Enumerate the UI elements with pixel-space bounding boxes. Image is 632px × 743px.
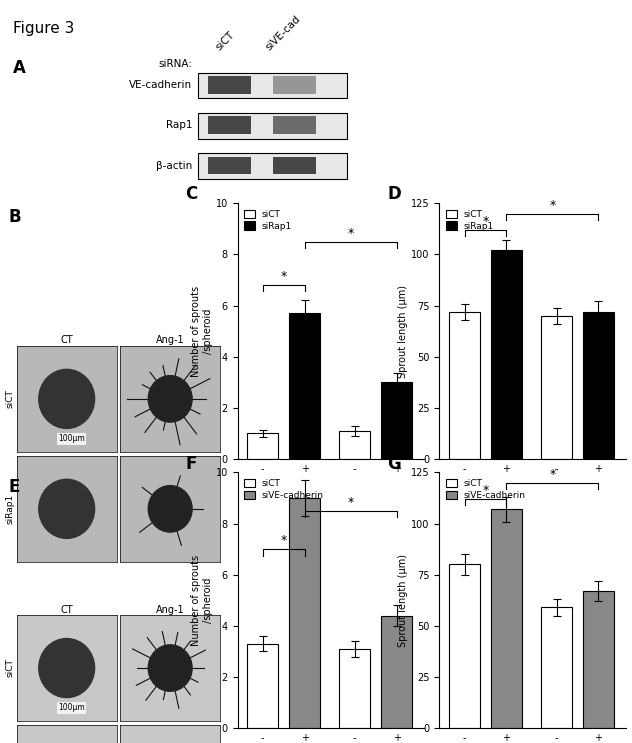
- Y-axis label: siCT: siCT: [5, 658, 14, 678]
- Circle shape: [149, 486, 192, 532]
- FancyBboxPatch shape: [207, 157, 251, 175]
- Text: Rap1: Rap1: [166, 120, 192, 130]
- Text: siRNA:: siRNA:: [158, 59, 192, 69]
- Bar: [339, 649, 370, 728]
- Text: C: C: [185, 185, 198, 204]
- Y-axis label: Number of sprouts
/spheroid: Number of sprouts /spheroid: [191, 285, 213, 377]
- FancyBboxPatch shape: [207, 117, 251, 134]
- Text: *: *: [482, 484, 489, 497]
- Text: D: D: [387, 185, 401, 204]
- Bar: [541, 316, 573, 459]
- Text: Figure 3: Figure 3: [13, 21, 74, 36]
- Bar: [583, 591, 614, 728]
- Text: *: *: [348, 227, 354, 240]
- Text: β-actin: β-actin: [156, 160, 192, 171]
- Bar: [583, 312, 614, 459]
- Bar: [490, 250, 522, 459]
- Circle shape: [39, 638, 95, 698]
- Legend: siCT, siRap1: siCT, siRap1: [242, 208, 294, 233]
- Text: VE-cadherin: VE-cadherin: [129, 80, 192, 90]
- Bar: [289, 314, 320, 459]
- Bar: [449, 565, 480, 728]
- Bar: [247, 433, 279, 459]
- FancyBboxPatch shape: [207, 76, 251, 94]
- Title: Ang-1: Ang-1: [156, 605, 185, 614]
- Text: A: A: [13, 59, 25, 77]
- Text: *: *: [549, 468, 556, 481]
- Y-axis label: Sprout length (µm): Sprout length (µm): [398, 554, 408, 647]
- Bar: [247, 643, 279, 728]
- Text: siCT: siCT: [214, 30, 236, 53]
- Text: *: *: [281, 534, 287, 548]
- Text: *: *: [549, 198, 556, 212]
- Circle shape: [39, 369, 95, 429]
- Title: CT: CT: [61, 335, 73, 345]
- Title: Ang-1: Ang-1: [156, 335, 185, 345]
- Text: *: *: [482, 215, 489, 228]
- Text: *: *: [348, 496, 354, 509]
- Title: CT: CT: [61, 605, 73, 614]
- Bar: [339, 431, 370, 459]
- FancyBboxPatch shape: [198, 113, 347, 139]
- Text: Ang-1:: Ang-1:: [248, 495, 280, 504]
- Legend: siCT, siVE-cadherin: siCT, siVE-cadherin: [444, 477, 528, 502]
- Circle shape: [149, 376, 192, 422]
- Bar: [289, 498, 320, 728]
- Bar: [541, 608, 573, 728]
- Text: G: G: [387, 455, 401, 473]
- Text: Ang-1:: Ang-1:: [450, 495, 482, 504]
- FancyBboxPatch shape: [272, 157, 316, 175]
- Y-axis label: Sprout length (µm): Sprout length (µm): [398, 285, 408, 377]
- FancyBboxPatch shape: [198, 154, 347, 179]
- FancyBboxPatch shape: [272, 76, 316, 94]
- Bar: [381, 616, 412, 728]
- Bar: [490, 509, 522, 728]
- Circle shape: [149, 645, 192, 691]
- Y-axis label: siCT: siCT: [5, 389, 14, 409]
- Text: F: F: [185, 455, 197, 473]
- Text: E: E: [8, 478, 20, 496]
- Bar: [381, 382, 412, 459]
- FancyBboxPatch shape: [272, 117, 316, 134]
- Text: 100μm: 100μm: [58, 704, 85, 713]
- Y-axis label: Number of sprouts
/spheroid: Number of sprouts /spheroid: [191, 555, 213, 646]
- Circle shape: [39, 479, 95, 539]
- Y-axis label: siRap1: siRap1: [5, 493, 14, 524]
- Bar: [449, 312, 480, 459]
- Text: 100μm: 100μm: [58, 434, 85, 443]
- Text: *: *: [281, 270, 287, 283]
- Text: B: B: [8, 208, 21, 227]
- Text: siVE-cad: siVE-cad: [264, 14, 302, 53]
- Legend: siCT, siVE-cadherin: siCT, siVE-cadherin: [242, 477, 325, 502]
- Legend: siCT, siRap1: siCT, siRap1: [444, 208, 496, 233]
- FancyBboxPatch shape: [198, 73, 347, 98]
